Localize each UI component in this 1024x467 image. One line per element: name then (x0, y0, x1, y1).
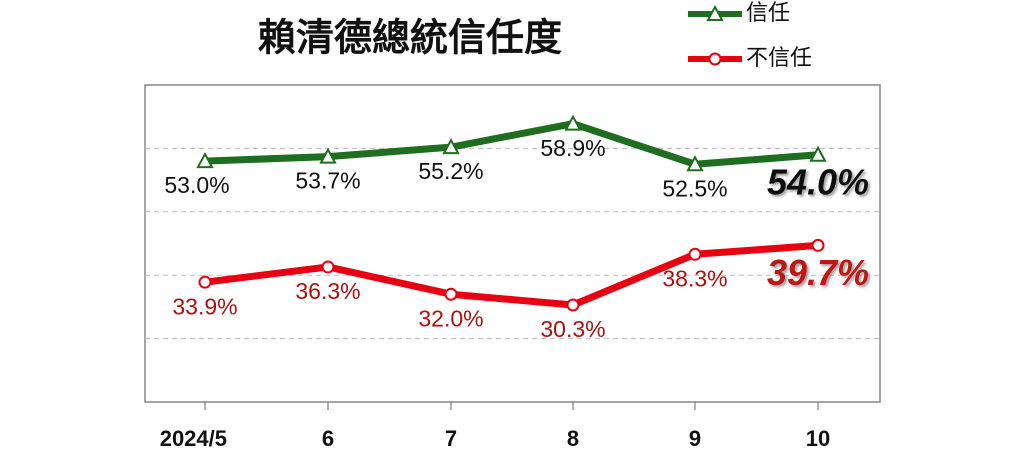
value-label: 52.5% (662, 175, 727, 201)
point-marker (566, 298, 580, 312)
point-marker (444, 287, 458, 301)
x-tick-label: 10 (806, 426, 830, 451)
legend-text: 不信任 (746, 46, 812, 71)
value-label: 53.7% (295, 168, 360, 194)
plot-area (144, 84, 881, 403)
chart-title: 賴清德總統信任度 (258, 16, 562, 60)
legend-text: 信任 (746, 1, 790, 26)
x-tick-label: 8 (567, 426, 579, 451)
value-label: 55.2% (418, 158, 483, 184)
point-marker (198, 275, 212, 289)
point-marker (442, 138, 460, 155)
x-tick-label: 6 (322, 426, 334, 451)
point-marker (319, 147, 337, 164)
legend-marker (708, 52, 722, 66)
point-marker (809, 145, 827, 162)
point-marker (564, 114, 582, 131)
x-tick-label: 7 (445, 426, 457, 451)
point-marker (688, 247, 702, 261)
point-marker (196, 151, 214, 169)
value-label: 39.7% (767, 252, 869, 293)
value-label: 58.9% (540, 135, 605, 161)
series-line (204, 120, 819, 168)
value-label: 32.0% (418, 305, 483, 331)
x-tick-label: 2024/5 (160, 426, 227, 451)
value-label: 36.3% (295, 278, 360, 304)
point-marker (321, 260, 335, 274)
value-label: 33.9% (172, 293, 237, 319)
x-tick-label: 9 (689, 426, 701, 451)
point-marker (811, 238, 825, 252)
value-label: 30.3% (540, 316, 605, 342)
value-label: 53.0% (164, 172, 229, 198)
point-marker (686, 155, 704, 172)
legend-marker (706, 4, 724, 21)
value-label: 54.0% (767, 161, 869, 202)
series-line (204, 241, 819, 309)
value-label: 38.3% (662, 265, 727, 291)
